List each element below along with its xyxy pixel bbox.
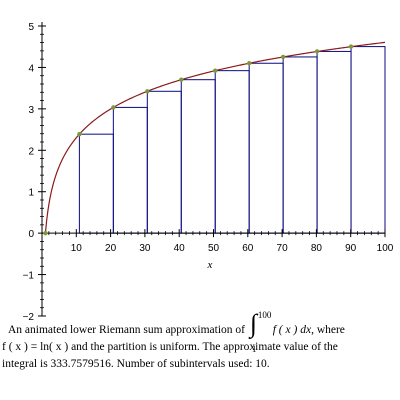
tick-marks: 10 20 30 40 50 60 70 80 90 100 −2 −1 0 1 2 3 4 5: [23, 22, 394, 322]
sample-point-1: [43, 230, 48, 236]
x-tick-label: 100: [377, 243, 394, 254]
y-tick-label: 5: [28, 22, 34, 33]
sample-point-10: [348, 44, 354, 49]
riemann-rect-3: [112, 106, 148, 234]
riemann-rect-9: [316, 50, 352, 234]
integral-symbol: ∫ 100 1: [248, 310, 272, 354]
y-tick-label: −2: [23, 312, 35, 322]
riemann-rect-4: [146, 90, 182, 234]
riemann-rect-7: [248, 62, 284, 234]
riemann-rect-10: [350, 46, 386, 234]
caption-line-3: integral is 333.7579516. Number of subin…: [2, 358, 270, 370]
y-tick-label: −1: [23, 271, 35, 282]
caption-prefix: An animated lower Riemann sum approximat…: [8, 324, 245, 336]
sample-point-8: [280, 54, 286, 60]
y-tick-label: 2: [28, 146, 34, 157]
sample-point-7: [246, 61, 252, 66]
x-tick-label: 90: [345, 243, 357, 254]
sample-points: [43, 44, 354, 236]
caption-suffix: , where: [311, 324, 345, 336]
integral-upper-limit: 100: [257, 310, 272, 321]
sample-point-5: [179, 77, 184, 82]
riemann-rect-6: [214, 70, 250, 234]
x-tick-label: 60: [242, 243, 254, 254]
x-tick-label: 30: [139, 243, 151, 254]
riemann-rect-5: [180, 79, 216, 234]
x-tick-label: 80: [311, 243, 323, 254]
sample-point-6: [213, 68, 218, 73]
sample-point-4: [145, 89, 150, 94]
y-tick-label: 4: [28, 63, 34, 74]
y-tick-label: 3: [28, 105, 34, 116]
caption-line-1: An animated lower Riemann sum approximat…: [2, 310, 398, 354]
riemann-rect-2: [78, 133, 114, 234]
riemann-rect-8: [282, 56, 318, 234]
y-tick-label: 0: [28, 229, 34, 240]
x-tick-label: 40: [174, 243, 186, 254]
sample-point-2: [77, 131, 82, 137]
integral-lower-limit: 1: [251, 344, 257, 355]
x-tick-label: 50: [208, 243, 220, 254]
axes: [41, 22, 385, 316]
x-tick-label: 10: [71, 243, 83, 254]
riemann-rectangles: [78, 46, 386, 234]
x-axis-label: x: [207, 259, 213, 271]
riemann-sum-chart: 10 20 30 40 50 60 70 80 90 100 −2 −1 0 1 2 3 4 5 x: [23, 22, 394, 322]
y-tick-label: 1: [28, 188, 34, 199]
integrand: f ( x ) dx: [272, 324, 312, 336]
sample-point-9: [314, 49, 320, 54]
x-tick-label: 70: [277, 243, 289, 254]
x-tick-label: 20: [105, 243, 117, 254]
caption: An animated lower Riemann sum approximat…: [2, 310, 398, 373]
sample-point-3: [111, 105, 116, 110]
caption-line-2: f ( x ) = ln( x ) and the partition is u…: [2, 341, 338, 353]
